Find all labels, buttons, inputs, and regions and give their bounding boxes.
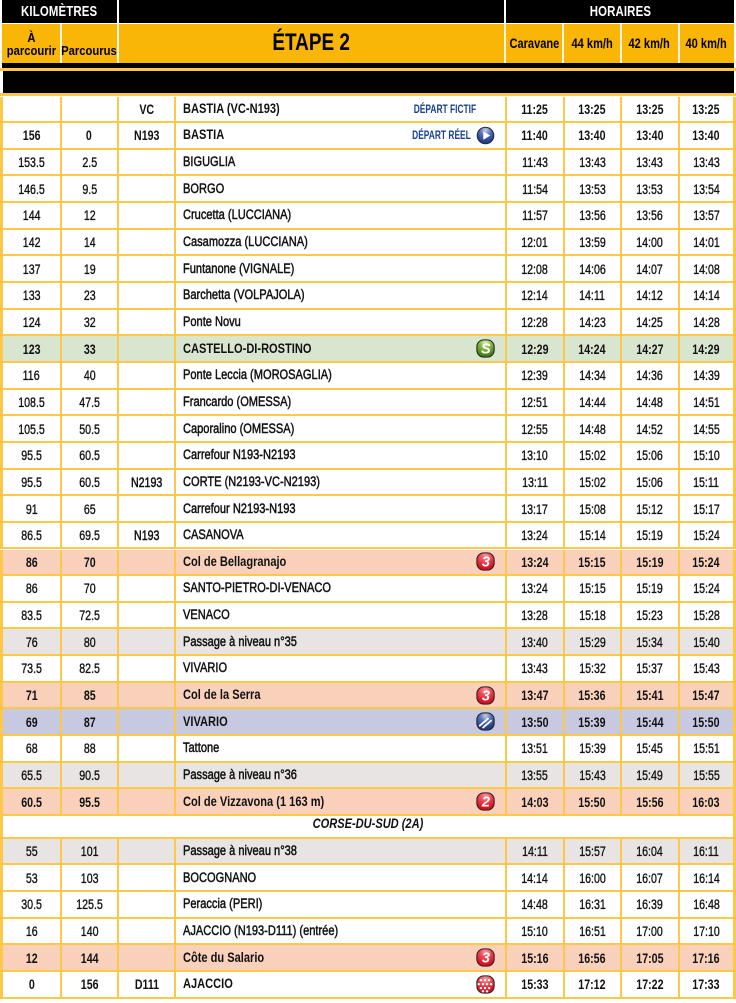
svg-text:2: 2	[481, 794, 490, 810]
svg-text:S: S	[481, 341, 491, 357]
svg-text:3: 3	[482, 950, 490, 966]
svg-text:3: 3	[482, 555, 490, 571]
svg-text:3: 3	[482, 688, 490, 704]
